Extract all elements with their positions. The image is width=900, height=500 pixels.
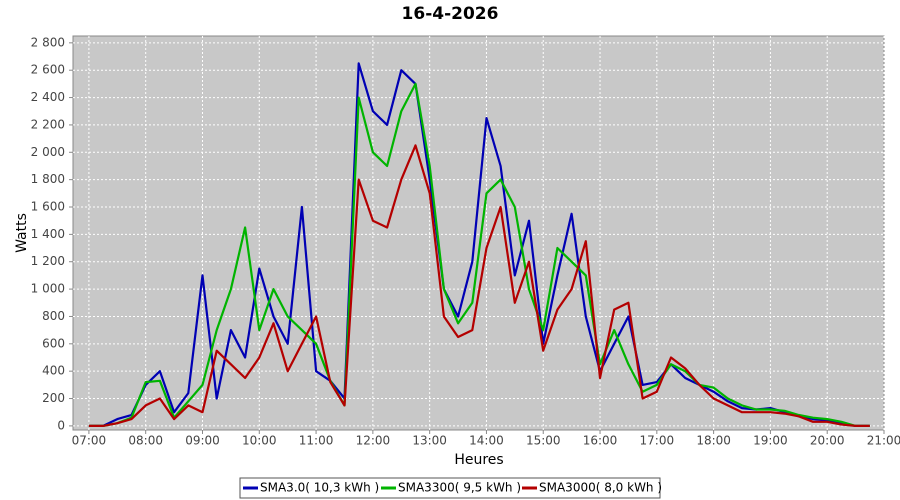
x-tick-label: 20:00 xyxy=(810,434,845,448)
x-tick-label: 18:00 xyxy=(696,434,731,448)
y-tick-label: 1 200 xyxy=(31,254,65,268)
x-tick-label: 07:00 xyxy=(72,434,107,448)
y-tick-label: 1 400 xyxy=(31,227,65,241)
y-tick-label: 800 xyxy=(42,309,65,323)
y-tick-label: 1 800 xyxy=(31,172,65,186)
y-tick-label: 400 xyxy=(42,364,65,378)
x-tick-label: 14:00 xyxy=(469,434,504,448)
x-tick-label: 19:00 xyxy=(753,434,788,448)
y-axis-label: Watts xyxy=(14,213,30,253)
x-tick-label: 08:00 xyxy=(128,434,163,448)
y-tick-label: 1 600 xyxy=(31,200,65,214)
y-tick-label: 600 xyxy=(42,336,65,350)
x-tick-label: 10:00 xyxy=(242,434,277,448)
legend-label: SMA3.0( 10,3 kWh ) xyxy=(260,481,379,495)
legend xyxy=(239,477,661,499)
x-tick-label: 17:00 xyxy=(640,434,675,448)
x-tick-label: 16:00 xyxy=(583,434,618,448)
legend-label: SMA3300( 9,5 kWh ) xyxy=(398,481,521,495)
x-tick-label: 11:00 xyxy=(299,434,334,448)
chart-title: 16-4-2026 xyxy=(402,4,499,24)
y-tick-label: 0 xyxy=(57,418,65,432)
y-tick-label: 1 000 xyxy=(31,282,65,296)
x-tick-label: 09:00 xyxy=(185,434,220,448)
y-tick-label: 2 200 xyxy=(31,117,65,131)
y-tick-label: 2 400 xyxy=(31,90,65,104)
x-tick-label: 21:00 xyxy=(867,434,900,448)
y-tick-label: 2 000 xyxy=(31,145,65,159)
series-line xyxy=(88,82,870,427)
x-tick-label: 15:00 xyxy=(526,434,561,448)
series-line xyxy=(88,144,870,427)
legend-label: SMA3000( 8,0 kWh ) xyxy=(539,481,662,495)
x-axis-label: Heures xyxy=(454,452,503,468)
series-line xyxy=(88,62,870,427)
x-tick-label: 13:00 xyxy=(412,434,447,448)
y-tick-label: 2 600 xyxy=(31,63,65,77)
y-tick-label: 2 800 xyxy=(31,35,65,49)
x-tick-label: 12:00 xyxy=(356,434,391,448)
y-tick-label: 200 xyxy=(42,391,65,405)
